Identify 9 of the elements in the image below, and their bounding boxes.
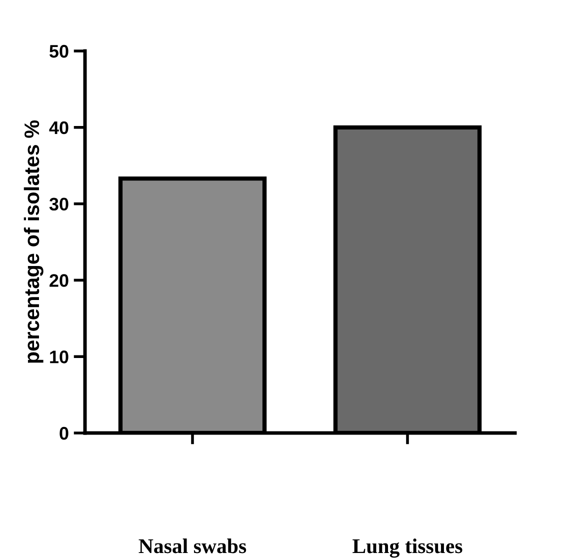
y-tick-label: 20: [50, 274, 68, 287]
y-axis-title: percentage of isolates %: [24, 120, 44, 363]
y-tick-label: 30: [49, 198, 68, 211]
x-tick-label: Lung tissues: [352, 538, 462, 558]
y-tick-label: 40: [49, 121, 68, 134]
y-tick-label: 10: [50, 350, 68, 364]
y-tick-label: 50: [50, 44, 68, 58]
x-tick-label: Nasal swabs: [138, 538, 246, 554]
y-tick-label: 0: [60, 426, 68, 440]
